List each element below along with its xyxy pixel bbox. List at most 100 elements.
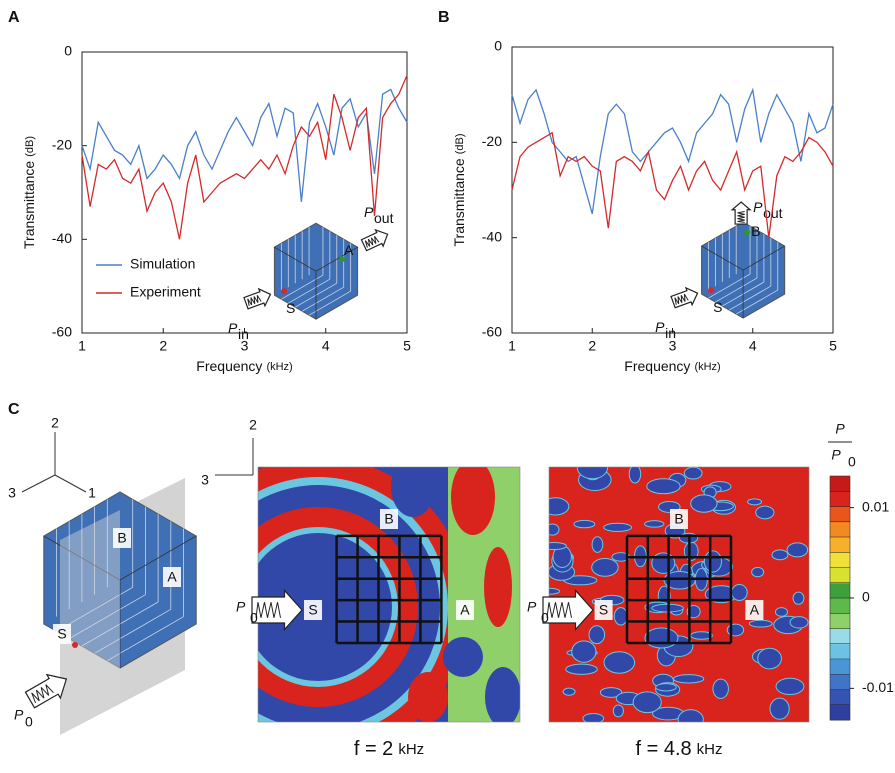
axis-triad xyxy=(22,475,55,492)
field-blob xyxy=(793,592,804,604)
field-blob xyxy=(775,608,787,617)
y-tick-label: 0 xyxy=(64,43,72,59)
colorbar-band xyxy=(830,613,850,629)
point-label: S xyxy=(599,602,608,618)
colorbar-tick-label: -0.01 xyxy=(862,679,894,695)
colorbar-band xyxy=(830,552,850,568)
source-dot xyxy=(708,287,714,293)
source-label: S xyxy=(286,300,295,316)
series-line xyxy=(512,90,833,214)
field-blob xyxy=(776,678,804,694)
y-tick-label: -60 xyxy=(52,324,72,340)
source-sub: 0 xyxy=(541,610,549,626)
field-blob xyxy=(691,495,717,512)
field-blob xyxy=(577,457,607,479)
field-blob xyxy=(542,498,569,515)
field-blob xyxy=(756,506,774,519)
x-tick-label: 1 xyxy=(508,338,516,354)
field-blob xyxy=(566,664,598,674)
source-label: S xyxy=(713,299,722,315)
field-blob xyxy=(613,705,623,717)
p-in: P xyxy=(228,320,238,336)
wave-arrow xyxy=(243,286,274,312)
figure: A 1 2 3 4 5 -60 -40 -20 0 Frequency(kHz) Transmitta… xyxy=(0,0,895,768)
panel-label: A xyxy=(8,9,20,26)
field-blob xyxy=(542,542,567,549)
source-dot xyxy=(281,288,287,294)
caption-unit: kHz xyxy=(398,741,424,758)
field-blob xyxy=(572,641,596,662)
colorbar-den: P xyxy=(831,447,841,463)
p-out: P xyxy=(364,204,374,220)
source-symbol: P xyxy=(236,599,246,615)
field-blob xyxy=(704,551,721,572)
axis-name: 2 xyxy=(51,415,59,431)
x-axis-label: Frequency(kHz) xyxy=(624,358,720,374)
colorbar-band xyxy=(830,629,850,645)
y-tick-label: -20 xyxy=(52,136,72,152)
field-blob xyxy=(770,698,789,719)
y-tick-label: -40 xyxy=(52,230,72,246)
field-blob xyxy=(633,692,661,713)
colorbar-band xyxy=(830,598,850,614)
axis-triad xyxy=(55,475,86,492)
field-blob xyxy=(713,679,729,698)
y-label-unit: (dB) xyxy=(24,136,36,157)
colorbar-band xyxy=(830,537,850,553)
axis-name: 3 xyxy=(8,485,16,501)
receiver-label: B xyxy=(751,223,760,239)
wave-arrow xyxy=(732,202,750,224)
series-line xyxy=(512,133,833,238)
p-in-sub: in xyxy=(665,325,676,341)
field-blob xyxy=(752,567,764,576)
p-in: P xyxy=(655,319,665,335)
x-label-unit: (kHz) xyxy=(694,361,720,373)
field-blob xyxy=(484,547,512,627)
y-label-text: Transmittance xyxy=(21,161,37,249)
axis-name: 1 xyxy=(88,485,96,501)
field-blob xyxy=(732,584,748,600)
colorbar-band xyxy=(830,476,850,492)
colorbar-band xyxy=(830,491,850,507)
field-blob xyxy=(772,550,788,560)
field-blob xyxy=(645,628,678,648)
axis-name: 2 xyxy=(249,417,257,433)
point-label: A xyxy=(460,602,470,618)
point-label: S xyxy=(57,626,66,642)
field-blob xyxy=(391,457,435,517)
field-blob xyxy=(678,710,703,729)
point-label: B xyxy=(674,511,683,527)
field-blob xyxy=(656,684,677,691)
point-label: B xyxy=(117,530,126,546)
field-blob xyxy=(674,675,704,683)
field-blob xyxy=(574,520,595,527)
field-blob xyxy=(629,465,640,483)
colorbar-band xyxy=(830,522,850,538)
field-blob xyxy=(787,543,808,557)
field-blob xyxy=(614,608,627,625)
point-label: S xyxy=(308,602,317,618)
x-tick-label: 4 xyxy=(322,338,330,354)
field-blob xyxy=(485,667,521,727)
colorbar-tick-label: 0.01 xyxy=(862,498,889,514)
colorbar-band xyxy=(830,507,850,523)
panel-label: C xyxy=(8,401,20,418)
field-blob xyxy=(604,652,635,673)
y-tick-label: -40 xyxy=(482,228,502,244)
field-blob xyxy=(758,648,782,669)
field-blob xyxy=(652,553,675,573)
x-tick-label: 5 xyxy=(829,338,837,354)
receiver-label: A xyxy=(344,242,354,258)
series-line xyxy=(82,89,407,201)
x-tick-label: 4 xyxy=(749,338,757,354)
caption-main: f = 4.8 xyxy=(636,738,692,760)
colorbar-band xyxy=(830,705,850,721)
point-label: B xyxy=(384,511,393,527)
y-label-text: Transmittance xyxy=(451,158,467,246)
colorbar-num: P xyxy=(835,421,845,437)
colorbar-band xyxy=(830,674,850,690)
source-symbol: P xyxy=(14,707,24,723)
field-blob xyxy=(589,626,605,644)
